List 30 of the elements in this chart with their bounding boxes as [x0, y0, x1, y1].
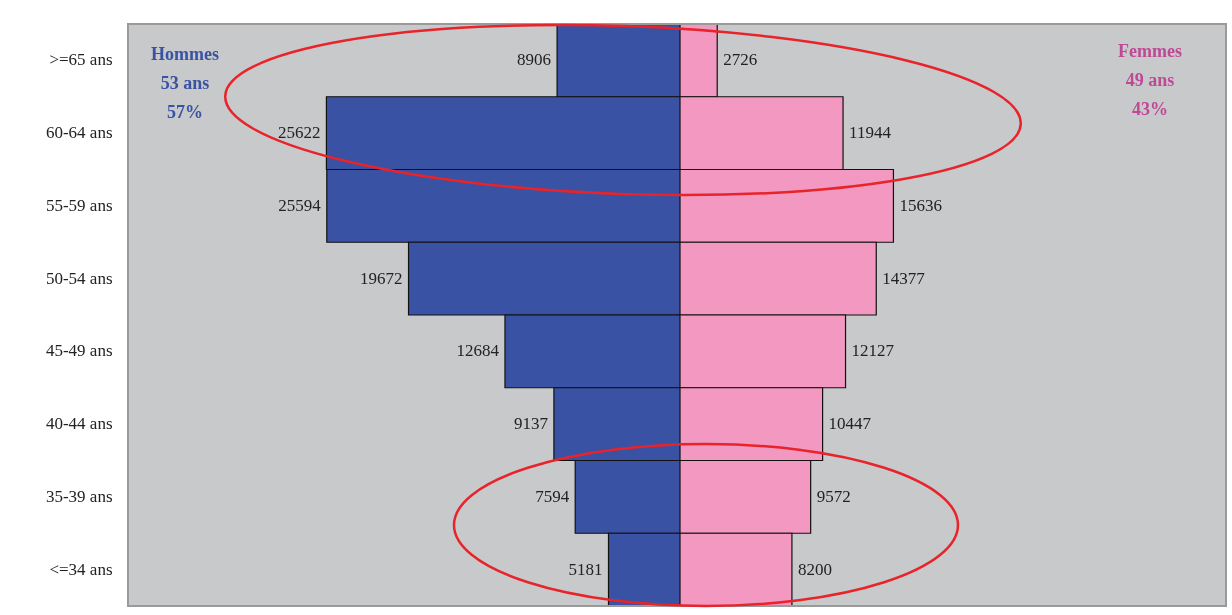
data-label: 11944 — [849, 123, 892, 143]
y-tick-label: <=34 ans — [49, 559, 113, 579]
annotation: 57% — [166, 101, 204, 124]
data-label: 8906 — [517, 50, 552, 70]
data-label: 19672 — [360, 268, 403, 288]
data-label: 9572 — [816, 486, 851, 506]
y-tick-label: 45-49 ans — [45, 341, 113, 361]
data-label: 25594 — [278, 195, 322, 215]
y-tick-label: 40-44 ans — [45, 414, 113, 434]
y-tick-label: 55-59 ans — [45, 195, 113, 215]
annotation: 49 ans — [1124, 69, 1176, 92]
y-tick-label: 50-54 ans — [45, 268, 113, 288]
annotation: 53 ans — [159, 72, 211, 95]
text: Hommes — [150, 43, 220, 66]
data-label: 10447 — [828, 414, 872, 434]
data-label: 9137 — [513, 414, 549, 434]
data-label: 25622 — [277, 123, 321, 143]
data-label: 8200 — [797, 559, 832, 579]
annotation: 43% — [1131, 98, 1169, 121]
data-label: 2726 — [723, 50, 758, 70]
data-label: 15636 — [899, 195, 942, 215]
y-tick-label: 60-64 ans — [45, 123, 113, 143]
data-label: 5181 — [568, 559, 603, 579]
data-label: 12684 — [456, 341, 500, 361]
y-tick-label: >=65 ans — [49, 50, 113, 70]
data-label: 12127 — [851, 341, 895, 361]
text: Femmes — [1117, 40, 1183, 63]
data-label: 14377 — [882, 268, 926, 288]
y-tick-label: 35-39 ans — [45, 486, 113, 506]
data-label: 7594 — [535, 486, 570, 506]
